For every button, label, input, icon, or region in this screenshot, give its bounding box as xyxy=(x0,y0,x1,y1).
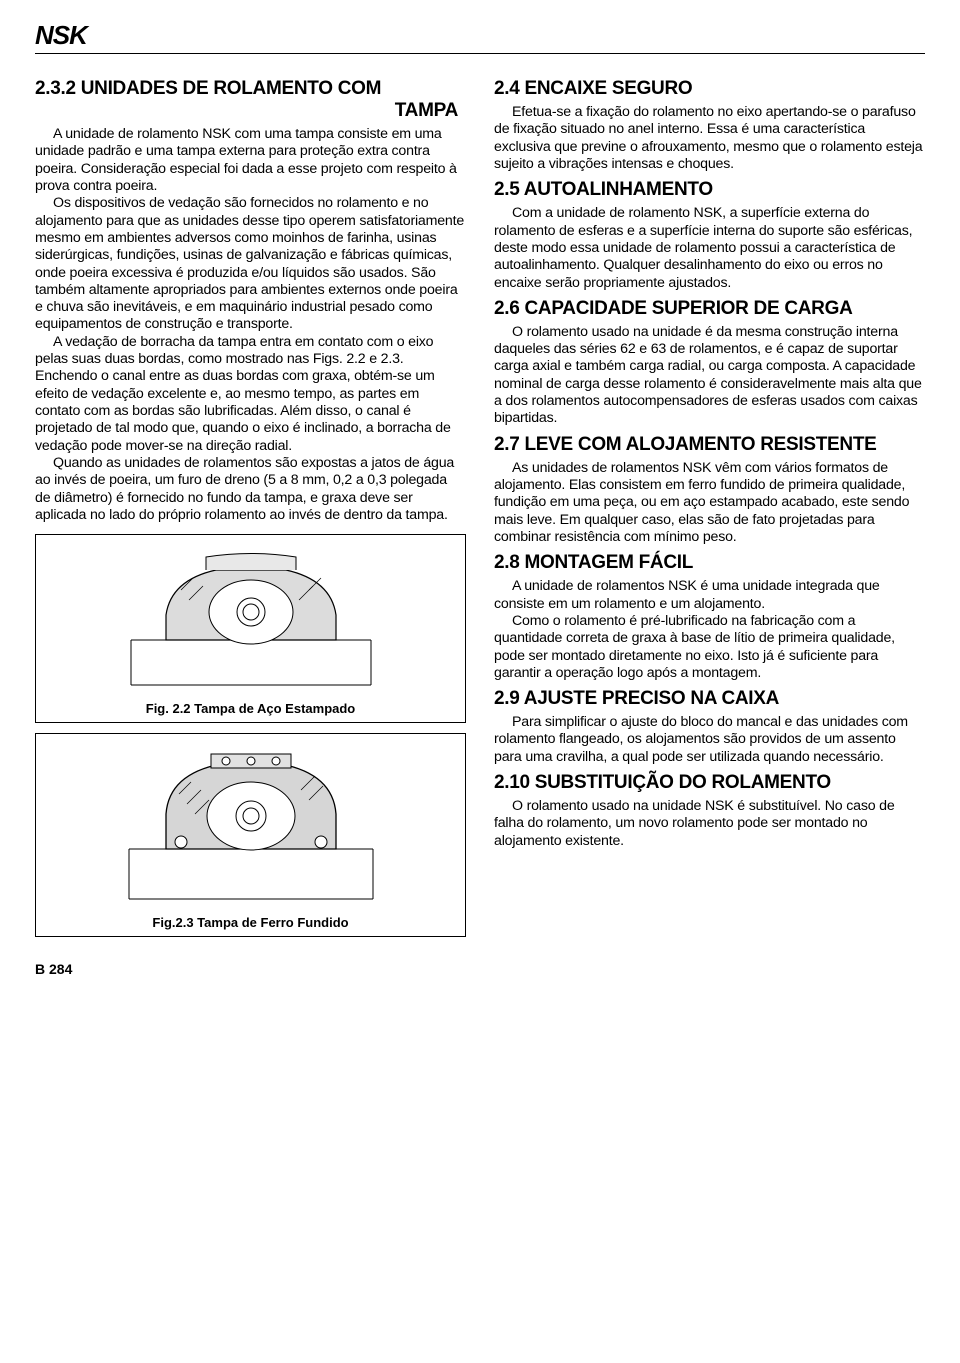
s232-p2: Os dispositivos de vedação são fornecido… xyxy=(35,195,466,334)
s29-p1: Para simplificar o ajuste do bloco do ma… xyxy=(494,714,925,766)
bearing-stamped-steel-icon xyxy=(111,545,391,695)
section-2-7-title: 2.7 LEVE COM ALOJAMENTO RESISTENTE xyxy=(494,434,925,456)
figure-2-2-caption: Fig. 2.2 Tampa de Aço Estampado xyxy=(46,701,455,716)
section-2-3-2-line2: TAMPA xyxy=(35,100,466,122)
figure-2-2: Fig. 2.2 Tampa de Aço Estampado xyxy=(35,534,466,723)
s232-p4: Quando as unidades de rolamentos são exp… xyxy=(35,455,466,524)
nsk-logo: NSK xyxy=(35,20,925,51)
section-2-5-title: 2.5 AUTOALINHAMENTO xyxy=(494,179,925,201)
s28-p1: A unidade de rolamentos NSK é uma unidad… xyxy=(494,578,925,613)
header-rule xyxy=(35,53,925,54)
s232-p3: A vedação de borracha da tampa entra em … xyxy=(35,334,466,455)
figure-2-3-caption: Fig.2.3 Tampa de Ferro Fundido xyxy=(46,915,455,930)
section-2-3-2-title: 2.3.2 UNIDADES DE ROLAMENTO COM TAMPA xyxy=(35,78,466,122)
left-column: 2.3.2 UNIDADES DE ROLAMENTO COM TAMPA A … xyxy=(35,72,466,937)
page-number: B 284 xyxy=(35,961,925,977)
bearing-cast-iron-icon xyxy=(111,744,391,909)
s24-p1: Efetua-se a fixação do rolamento no eixo… xyxy=(494,104,925,173)
s232-p1: A unidade de rolamento NSK com uma tampa… xyxy=(35,126,466,195)
s28-p2: Como o rolamento é pré-lubrificado na fa… xyxy=(494,613,925,682)
right-column: 2.4 ENCAIXE SEGURO Efetua-se a fixação d… xyxy=(494,72,925,937)
content-columns: 2.3.2 UNIDADES DE ROLAMENTO COM TAMPA A … xyxy=(35,72,925,937)
section-2-6-title: 2.6 CAPACIDADE SUPERIOR DE CARGA xyxy=(494,298,925,320)
section-2-3-2-line1: 2.3.2 UNIDADES DE ROLAMENTO COM xyxy=(35,78,381,99)
s27-p1: As unidades de rolamentos NSK vêm com vá… xyxy=(494,460,925,547)
section-2-10-title: 2.10 SUBSTITUIÇÃO DO ROLAMENTO xyxy=(494,772,925,794)
s26-p1: O rolamento usado na unidade é da mesma … xyxy=(494,324,925,428)
figure-2-3: Fig.2.3 Tampa de Ferro Fundido xyxy=(35,733,466,937)
section-2-4-title: 2.4 ENCAIXE SEGURO xyxy=(494,78,925,100)
section-2-9-title: 2.9 AJUSTE PRECISO NA CAIXA xyxy=(494,688,925,710)
section-2-8-title: 2.8 MONTAGEM FÁCIL xyxy=(494,552,925,574)
s210-p1: O rolamento usado na unidade NSK é subst… xyxy=(494,798,925,850)
s25-p1: Com a unidade de rolamento NSK, a superf… xyxy=(494,205,925,292)
